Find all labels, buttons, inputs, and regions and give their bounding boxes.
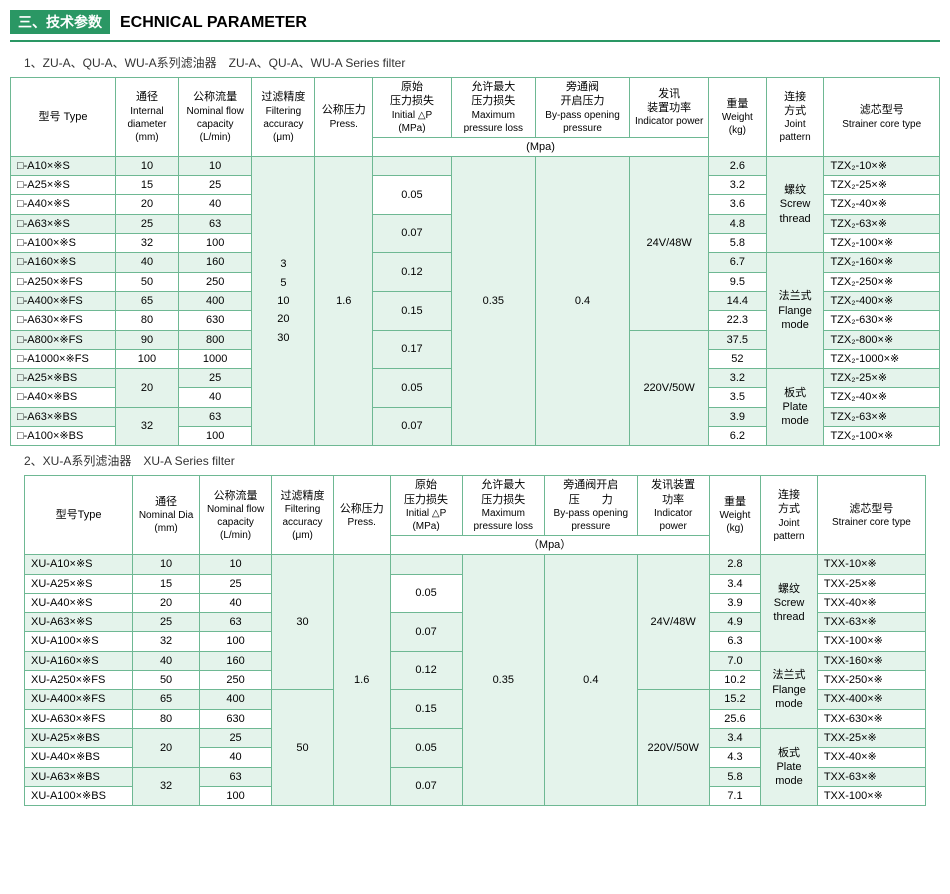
h-init: 原始压力损失Initial △P(MPa) xyxy=(373,78,452,138)
section-header: 三、技术参数 ECHNICAL PARAMETER xyxy=(10,10,940,34)
table-row: □-A10×※S1010351020301.60.350.424V/48W2.6… xyxy=(11,156,940,175)
subtitle-1: 1、ZU-A、QU-A、WU-A系列滤油器 ZU-A、QU-A、WU-A Ser… xyxy=(24,54,940,71)
table-1: 型号 Type 通径Internal diameter(mm) 公称流量Nomi… xyxy=(10,77,940,446)
h-joint: 连接方式Joint pattern xyxy=(766,78,824,157)
table-1-head: 型号 Type 通径Internal diameter(mm) 公称流量Nomi… xyxy=(11,78,940,157)
table-2: 型号Type 通径Nominal Dia(mm) 公称流量Nominal flo… xyxy=(24,475,926,806)
h-bypass: 旁通阀开启压力By-pass opening pressure xyxy=(535,78,629,138)
table-2-body: XU-A10×※S1010301.60.350.424V/48W2.8螺纹Scr… xyxy=(25,555,926,806)
h-max: 允许最大压力损失Maximum pressure loss xyxy=(451,78,535,138)
h-dia: 通径Internal diameter(mm) xyxy=(115,78,178,157)
subtitle-2: 2、XU-A系列滤油器 XU-A Series filter xyxy=(24,452,940,469)
h-press: 公称压力Press. xyxy=(315,78,373,157)
h-mpa: (Mpa) xyxy=(373,137,709,156)
h-filt: 过滤精度Filtering accuracy(μm) xyxy=(252,78,315,157)
h-core: 滤芯型号Strainer core type xyxy=(824,78,940,157)
table-row: XU-A10×※S1010301.60.350.424V/48W2.8螺纹Scr… xyxy=(25,555,926,574)
h-flow: 公称流量Nominal flow capacity(L/min) xyxy=(178,78,251,157)
section-title-en: ECHNICAL PARAMETER xyxy=(120,14,307,32)
h-ind: 发讯装置功率Indicator power xyxy=(630,78,709,138)
h-weight: 重量Weight(kg) xyxy=(708,78,766,157)
table-2-head: 型号Type 通径Nominal Dia(mm) 公称流量Nominal flo… xyxy=(25,476,926,555)
h-type: 型号 Type xyxy=(11,78,116,157)
section-title-cn: 三、技术参数 xyxy=(10,10,110,34)
table-1-body: □-A10×※S1010351020301.60.350.424V/48W2.6… xyxy=(11,156,940,445)
